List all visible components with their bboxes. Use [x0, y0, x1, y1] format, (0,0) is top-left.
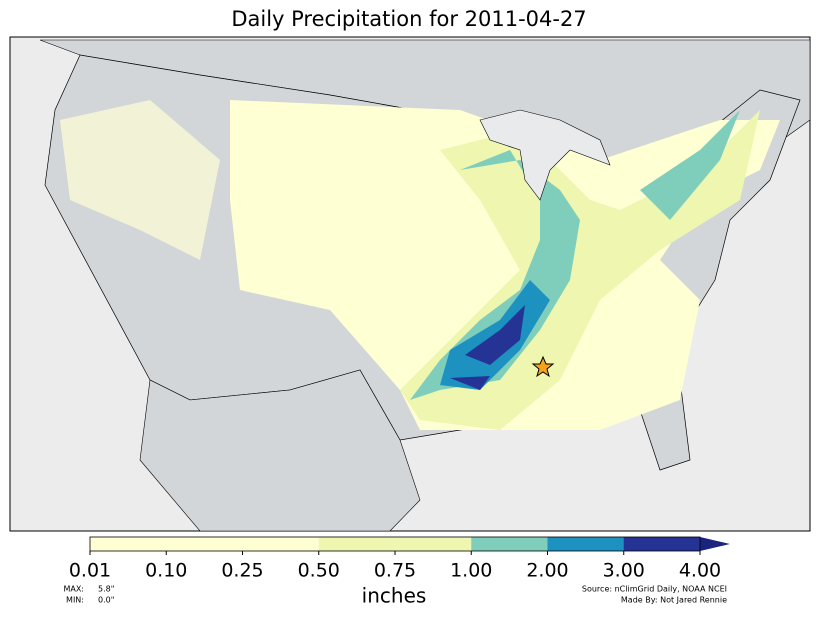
min-label: MIN: [66, 596, 84, 605]
map [9, 36, 811, 532]
colorbar-segment [166, 537, 243, 551]
colorbar-tick-label: 0.75 [374, 560, 416, 582]
precip-extreme [450, 305, 525, 390]
colorbar-extend [700, 537, 730, 551]
colorbar-tick-label: 4.00 [679, 560, 721, 582]
min-value: 0.0" [98, 596, 114, 605]
max-value: 5.8" [98, 585, 114, 594]
colorbar-segment [471, 537, 548, 551]
colorbar-tick-label: 0.25 [221, 560, 263, 582]
mexico [139, 369, 421, 532]
colorbar-tick-label: 0.10 [145, 560, 187, 582]
colorbar-tick-label: 0.01 [69, 560, 111, 582]
great-lakes [479, 109, 611, 201]
precip-light [230, 100, 780, 430]
colorbar-tick-label: 1.00 [450, 560, 492, 582]
colorbar-segment [395, 537, 472, 551]
colorbar-segment [242, 537, 320, 551]
precip-west [60, 100, 220, 260]
colorbar-segment [623, 537, 701, 551]
credit: Made By: Not Jared Rennie [621, 596, 727, 605]
colorbar-segment [547, 537, 625, 551]
source: Source: nClimGrid Daily, NOAA NCEI [582, 585, 727, 594]
location-marker [531, 355, 555, 378]
colorbar-segment [90, 537, 167, 551]
colorbar-tick-label: 0.50 [298, 560, 340, 582]
colorbar-tick-label: 3.00 [603, 560, 645, 582]
colorbar-label: inches [362, 584, 427, 608]
colorbar-tick-label: 2.00 [526, 560, 568, 582]
title: Daily Precipitation for 2011-04-27 [231, 7, 586, 31]
max-label: MAX: [63, 585, 84, 594]
colorbar: 0.01 0.10 0.25 0.50 0.75 1.00 2.00 3.00 4.00 [69, 536, 730, 582]
colorbar-segment [318, 537, 396, 551]
